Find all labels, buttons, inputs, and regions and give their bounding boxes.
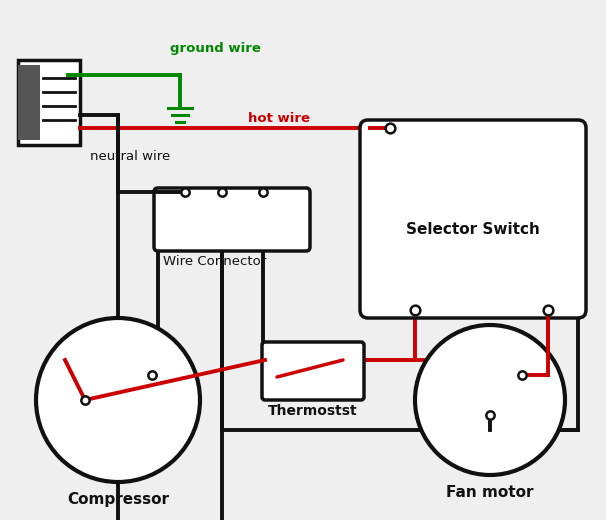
FancyBboxPatch shape (18, 65, 40, 140)
FancyBboxPatch shape (360, 120, 586, 318)
Text: Wire Connector: Wire Connector (163, 255, 266, 268)
Text: Compressor: Compressor (67, 492, 169, 507)
Text: neutral wire: neutral wire (90, 150, 170, 163)
FancyBboxPatch shape (262, 342, 364, 400)
FancyBboxPatch shape (18, 60, 80, 145)
Circle shape (36, 318, 200, 482)
Text: Thermostst: Thermostst (268, 404, 358, 418)
FancyBboxPatch shape (154, 188, 310, 251)
Circle shape (415, 325, 565, 475)
Text: hot wire: hot wire (248, 112, 310, 125)
Text: ground wire: ground wire (170, 42, 261, 55)
Text: Fan motor: Fan motor (446, 485, 534, 500)
Text: Selector Switch: Selector Switch (406, 222, 540, 237)
